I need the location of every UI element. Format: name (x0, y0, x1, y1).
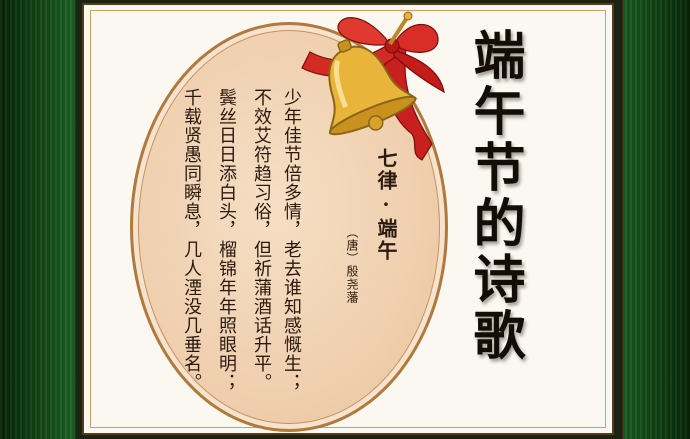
poem-line: 不效艾符趋习俗，但祈蒲酒话升平。 (251, 88, 272, 392)
poem-line: 鬓丝日日添白头，榴锦年年照眼明； (216, 88, 237, 392)
poem-line: 少年佳节倍多情，老去谁知感慨生； (281, 88, 302, 392)
bell-icon (301, 11, 445, 161)
poem-author: （唐）殷尧藩 (345, 226, 359, 304)
poem-title: 七律·端午 (374, 148, 398, 262)
mat-inner-line (90, 10, 606, 428)
poem-line: 千载贤愚同瞬息，几人湮没几垂名。 (181, 88, 202, 392)
page-title: 端午节的诗歌 (464, 28, 525, 364)
